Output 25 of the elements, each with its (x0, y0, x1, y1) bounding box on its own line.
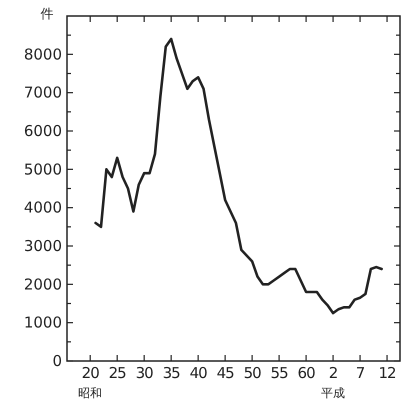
y-tick-label: 3000 (24, 237, 62, 255)
x-tick-label: 35 (162, 364, 180, 382)
x-tick-label: 7 (356, 364, 365, 382)
x-tick-label: 55 (270, 364, 288, 382)
x-tick-label: 40 (190, 364, 208, 382)
y-tick-label: 5000 (24, 160, 62, 178)
x-tick-label: 50 (244, 364, 262, 382)
text: 昭和 (78, 386, 102, 400)
x-tick-label: 45 (216, 364, 234, 382)
x-tick-label: 60 (298, 364, 316, 382)
x-tick-label: 12 (378, 364, 396, 382)
y-tick-label: 6000 (24, 122, 62, 140)
y-tick-label: 8000 (24, 45, 62, 64)
y-tick-label: 0 (52, 352, 62, 370)
y-tick-label: 1000 (24, 314, 62, 332)
text: 平成 (321, 386, 346, 400)
y-tick-label: 7000 (24, 84, 62, 102)
y-axis-title: 件 (40, 7, 54, 22)
x-tick-label: 20 (82, 364, 100, 382)
x-tick-label: 2 (328, 364, 338, 382)
y-tick-label: 4000 (24, 198, 62, 217)
line-series (94, 38, 383, 314)
y-tick-label: 2000 (24, 275, 62, 294)
x-tick-label: 25 (108, 364, 126, 382)
x-tick-label: 30 (136, 364, 154, 382)
